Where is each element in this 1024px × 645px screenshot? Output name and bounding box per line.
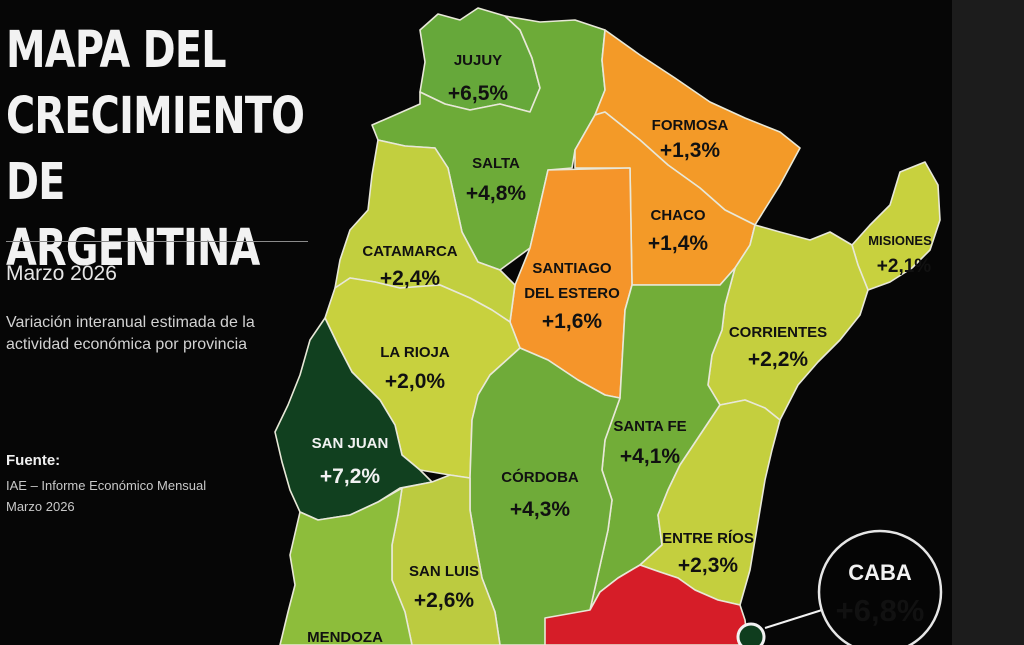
label-san-luis-value: +2,6%	[414, 589, 474, 612]
label-santa-fe-name: SANTA FE	[613, 418, 686, 435]
label-salta-value: +4,8%	[466, 182, 526, 205]
label-la-rioja-value: +2,0%	[385, 370, 445, 393]
description-text: Variación interanual estimada de la acti…	[6, 314, 255, 353]
label-corrientes-value: +2,2%	[748, 348, 808, 371]
label-entre-rios-value: +2,3%	[678, 554, 738, 577]
callout-leader-line	[764, 609, 823, 629]
title-line-3: DE ARGENTINA	[6, 153, 260, 278]
label-formosa-name: FORMOSA	[652, 117, 729, 134]
label-jujuy-name: JUJUY	[454, 52, 502, 69]
label-entre-rios-name: ENTRE RÍOS	[662, 530, 754, 547]
caba-name: CABA	[848, 560, 912, 585]
label-cordoba-value: +4,3%	[510, 498, 570, 521]
label-la-rioja-name: LA RIOJA	[380, 344, 450, 361]
label-san-luis-name: SAN LUIS	[409, 563, 479, 580]
label-santiago-value: +1,6%	[542, 310, 602, 333]
label-santiago-name-1: SANTIAGO	[532, 260, 612, 277]
caba-value: +6,8%	[836, 593, 925, 628]
title-line-1: MAPA DEL	[6, 21, 227, 80]
label-chaco-value: +1,4%	[648, 232, 708, 255]
province-mendoza[interactable]	[279, 487, 413, 645]
source-line-1: IAE – Informe Económico Mensual	[6, 478, 207, 493]
label-mendoza-name: MENDOZA	[307, 629, 383, 645]
label-misiones-value: +2,1%	[877, 256, 932, 277]
label-misiones-name: MISIONES	[868, 233, 932, 248]
caba-marker[interactable]	[736, 622, 766, 645]
label-san-juan-value: +7,2%	[320, 465, 380, 488]
label-salta-name: SALTA	[472, 155, 520, 172]
right-side-bar	[952, 0, 1024, 645]
label-santa-fe-value: +4,1%	[620, 445, 680, 468]
caba-circle[interactable]	[817, 529, 943, 645]
province-labels: JUJUY +6,5% SALTA +4,8% FORMOSA +1,3% CH…	[307, 52, 932, 645]
label-chaco-name: CHACO	[651, 207, 706, 224]
label-corrientes-name: CORRIENTES	[729, 324, 827, 341]
label-jujuy-value: +6,5%	[448, 82, 508, 105]
caba-callout: CABA +6,8%	[736, 529, 943, 645]
label-san-juan-name: SAN JUAN	[312, 435, 389, 452]
source-line-2: Marzo 2026	[6, 499, 75, 514]
title-divider	[6, 241, 308, 242]
label-cordoba-name: CÓRDOBA	[501, 468, 579, 486]
label-catamarca-value: +2,4%	[380, 267, 440, 290]
map-title: MAPA DEL CRECIMIENTO DE ARGENTINA	[6, 18, 305, 282]
title-line-2: CRECIMIENTO	[6, 87, 305, 146]
label-formosa-value: +1,3%	[660, 139, 720, 162]
date-label: Marzo 2026	[6, 262, 117, 285]
source-label: Fuente:	[6, 452, 61, 469]
label-catamarca-name: CATAMARCA	[362, 243, 457, 260]
province-misiones[interactable]	[851, 161, 941, 291]
label-santiago-name-2: DEL ESTERO	[524, 285, 620, 302]
